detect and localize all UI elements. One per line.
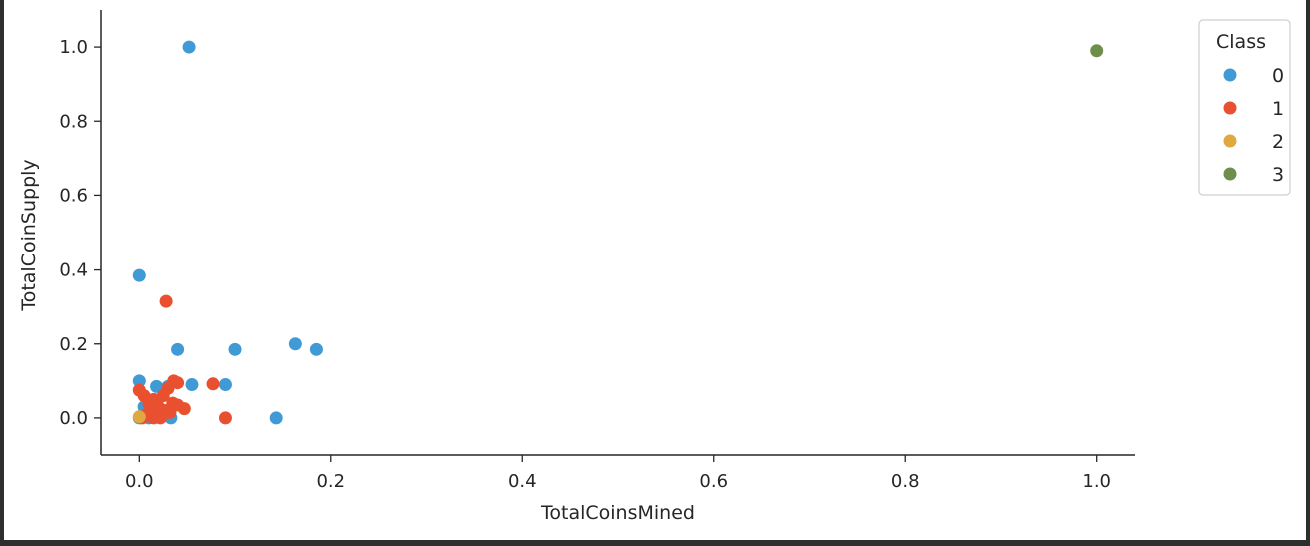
point-class-1: [159, 294, 173, 308]
point-class-0: [309, 342, 323, 356]
axes: [100, 10, 1135, 456]
legend-marker: [1223, 101, 1237, 115]
point-class-0: [132, 268, 146, 282]
legend-marker: [1223, 134, 1237, 148]
y-tick-label: 0.2: [59, 334, 88, 355]
point-class-1: [206, 377, 220, 391]
point-class-0: [171, 342, 185, 356]
legend-marker: [1223, 167, 1237, 181]
y-ticks: 0.0 0.2 0.4 0.6 0.8 1.0: [59, 37, 101, 429]
point-class-0: [269, 411, 283, 425]
point-class-0: [228, 342, 242, 356]
legend-label: 2: [1272, 131, 1284, 153]
y-tick-label: 0.8: [59, 111, 88, 132]
legend-box: [1198, 19, 1291, 196]
legend-title: Class: [1216, 31, 1266, 53]
point-class-1: [161, 381, 175, 395]
y-tick-label: 0.4: [59, 260, 88, 281]
point-class-0: [182, 40, 196, 54]
point-class-0: [185, 378, 199, 392]
y-tick-label: 0.6: [59, 185, 88, 206]
legend-label: 0: [1272, 65, 1284, 87]
legend-items: 0 1 2 3: [1223, 65, 1284, 186]
point-class-0: [288, 337, 302, 351]
y-axis-title: TotalCoinSupply: [18, 159, 40, 311]
legend-label: 3: [1272, 164, 1284, 186]
x-tick-label: 0.0: [125, 471, 154, 492]
point-class-1: [218, 411, 232, 425]
y-tick-label: 1.0: [59, 37, 88, 58]
y-tick-label: 0.0: [59, 408, 88, 429]
point-class-0: [218, 378, 232, 392]
x-tick-label: 0.8: [891, 471, 920, 492]
x-tick-label: 1.0: [1082, 471, 1111, 492]
point-class-1: [171, 376, 185, 390]
x-ticks: 0.0 0.2 0.4 0.6 0.8 1.0: [125, 455, 1111, 492]
point-class-2: [132, 410, 146, 424]
x-axis-title: TotalCoinsMined: [540, 502, 695, 524]
data-points: [132, 40, 1104, 425]
point-class-1: [163, 405, 177, 419]
legend: Class 0 1 2 3: [1198, 19, 1291, 196]
x-tick-label: 0.4: [508, 471, 537, 492]
x-tick-label: 0.2: [316, 471, 345, 492]
point-class-3: [1090, 44, 1104, 58]
scatter-plot: 0.0 0.2 0.4 0.6 0.8 1.0 0.0 0.2 0.4 0.6 0.8 1.0 To…: [18, 10, 1291, 524]
x-tick-label: 0.6: [699, 471, 728, 492]
chart-frame: 0.0 0.2 0.4 0.6 0.8 1.0 0.0 0.2 0.4 0.6 0.8 1.0 To…: [4, 0, 1306, 540]
legend-label: 1: [1272, 98, 1284, 120]
legend-marker: [1223, 68, 1237, 82]
point-class-0: [132, 374, 146, 388]
point-class-0: [150, 379, 164, 393]
